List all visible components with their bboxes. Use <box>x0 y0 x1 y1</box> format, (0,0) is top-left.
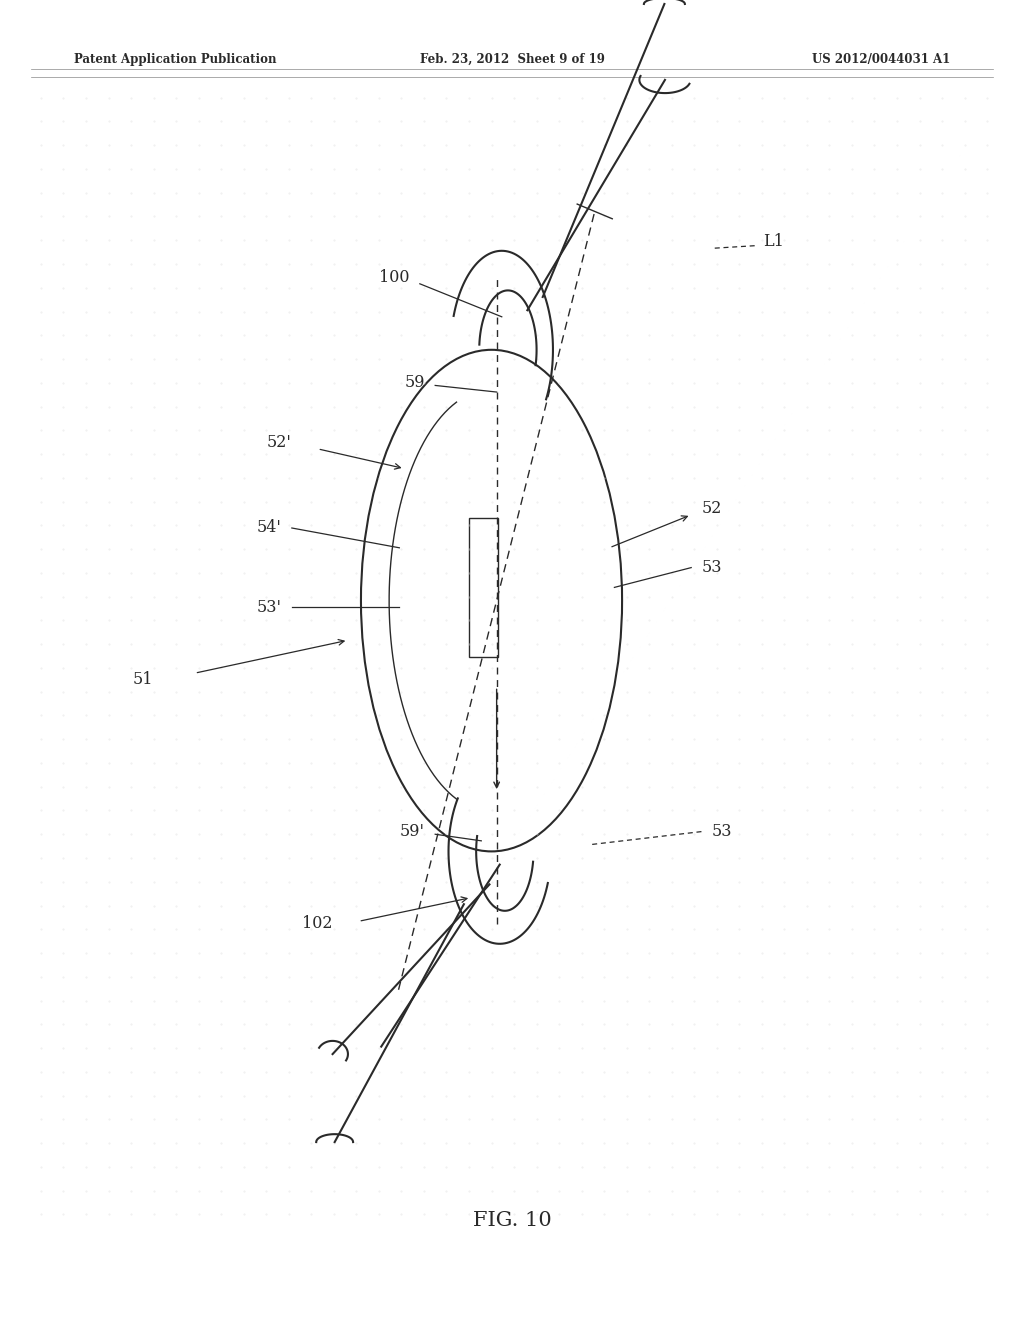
Text: Feb. 23, 2012  Sheet 9 of 19: Feb. 23, 2012 Sheet 9 of 19 <box>420 53 604 66</box>
Text: 54': 54' <box>257 520 282 536</box>
Text: 100: 100 <box>379 269 410 285</box>
Bar <box>469 517 498 656</box>
Text: FIG. 10: FIG. 10 <box>473 1212 551 1230</box>
Text: 52: 52 <box>701 500 722 516</box>
Text: 59: 59 <box>404 375 425 391</box>
Text: 51: 51 <box>133 672 154 688</box>
Text: 53: 53 <box>712 824 732 840</box>
Text: 59': 59' <box>400 824 425 840</box>
Text: US 2012/0044031 A1: US 2012/0044031 A1 <box>812 53 950 66</box>
Text: L1: L1 <box>763 234 783 249</box>
Text: 52': 52' <box>267 434 292 450</box>
Text: 53': 53' <box>257 599 282 615</box>
Text: Patent Application Publication: Patent Application Publication <box>74 53 276 66</box>
Text: 102: 102 <box>302 916 333 932</box>
Text: 53: 53 <box>701 560 722 576</box>
